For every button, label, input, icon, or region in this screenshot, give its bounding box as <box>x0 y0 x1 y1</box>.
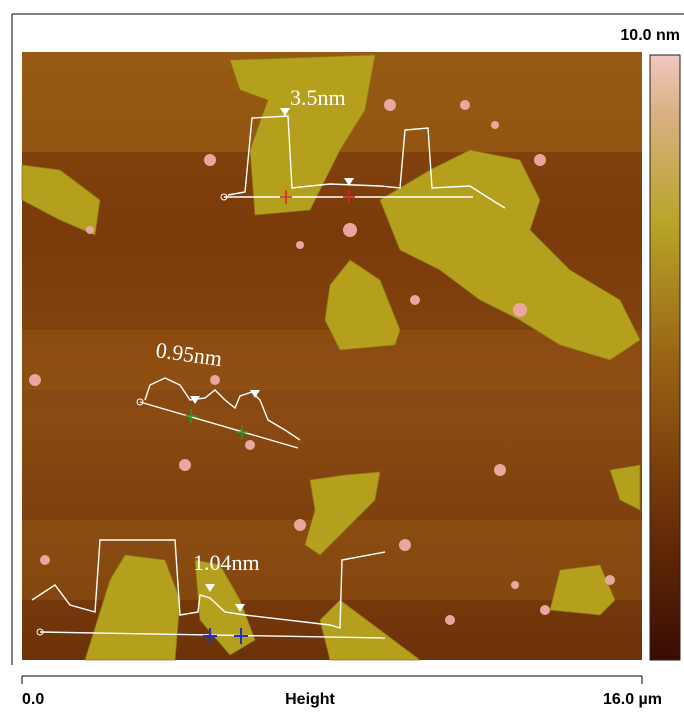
afm-image: 3.5nm 0.95nm 1.04nm <box>22 52 642 660</box>
page: 10.0 nm <box>0 0 684 718</box>
annotation-label: 1.04nm <box>193 550 260 575</box>
colorbar <box>650 55 680 660</box>
scale-start: 0.0 <box>22 691 44 708</box>
scale-end: 16.0 µm <box>603 691 662 708</box>
scale-bar: 0.0 Height 16.0 µm <box>22 676 662 708</box>
scale-title: Height <box>285 691 335 708</box>
annotation-label: 3.5nm <box>290 85 346 110</box>
colorbar-max: 10.0 nm <box>620 27 680 44</box>
afm-figure: 10.0 nm <box>0 0 684 718</box>
